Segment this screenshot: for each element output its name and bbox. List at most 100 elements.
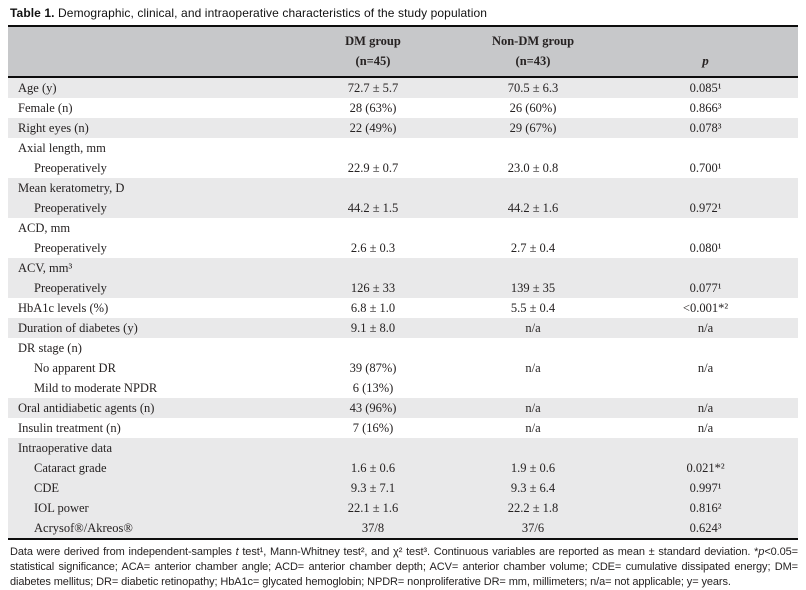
dm-value [293,178,453,198]
dm-value: 72.7 ± 5.7 [347,81,399,95]
table-row: Right eyes (n) 22 (49%) 29 (67%) 0.078³ [8,118,798,138]
table-title-text: Demographic, clinical, and intraoperativ… [54,6,488,20]
dm-value: 6 (13%) [352,381,394,395]
row-label: HbA1c levels (%) [18,301,109,315]
dm-value: 9.3 ± 7.1 [350,481,396,495]
nondm-value [453,258,613,278]
dm-value: 22 (49%) [349,121,397,135]
row-label: Female (n) [18,101,73,115]
row-label: Preoperatively [34,241,107,255]
header-dm-group: DM group [345,34,401,48]
dm-value [293,338,453,358]
table-row: Preoperatively 22.9 ± 0.7 23.0 ± 0.8 0.700¹ [8,158,798,178]
dm-value: 39 (87%) [349,361,397,375]
dm-value: 2.6 ± 0.3 [350,241,396,255]
dm-value [293,138,453,158]
nondm-value: n/a [525,421,541,435]
p-value: <0.001*² [682,301,729,315]
footnote: Data were derived from independent-sampl… [8,540,800,590]
p-value [613,438,798,458]
p-value: 0.078³ [689,121,722,135]
row-label: CDE [34,481,59,495]
row-label: Right eyes (n) [18,121,89,135]
row-label: IOL power [34,501,89,515]
row-label: No apparent DR [34,361,116,375]
row-label: Preoperatively [34,201,107,215]
p-value: 0.624³ [689,521,722,535]
characteristics-table: DM group Non-DM group (n=45) (n=43) p Ag… [8,25,798,540]
row-label: Age (y) [18,81,57,95]
p-value [613,378,798,398]
dm-value: 9.1 ± 8.0 [350,321,396,335]
nondm-value: 44.2 ± 1.6 [507,201,559,215]
dm-value: 126 ± 33 [350,281,396,295]
p-value: 0.816² [689,501,722,515]
dm-value: 1.6 ± 0.6 [350,461,396,475]
p-value: 0.085¹ [689,81,722,95]
nondm-value: n/a [525,321,541,335]
nondm-value: 37/6 [521,521,545,535]
footnote-text: Data were derived from independent-sampl… [10,546,236,558]
row-label: Intraoperative data [18,441,113,455]
table-row: Insulin treatment (n) 7 (16%) n/a n/a [8,418,798,438]
table-row: IOL power 22.1 ± 1.6 22.2 ± 1.8 0.816² [8,498,798,518]
footnote-text: test¹, Mann-Whitney test², and χ² test³.… [238,546,759,558]
table-row: Duration of diabetes (y) 9.1 ± 8.0 n/a n/a [8,318,798,338]
p-value: 0.997¹ [689,481,722,495]
table-row: Acrysof®/Akreos® 37/8 37/6 0.624³ [8,518,798,539]
row-label: Mild to moderate NPDR [34,381,158,395]
p-value [613,338,798,358]
row-label: Acrysof®/Akreos® [34,521,133,535]
dm-value [293,438,453,458]
nondm-value [453,218,613,238]
p-value: n/a [697,321,714,335]
row-label: DR stage (n) [18,341,82,355]
nondm-value: 22.2 ± 1.8 [507,501,559,515]
nondm-value: 1.9 ± 0.6 [510,461,556,475]
p-value: n/a [697,361,714,375]
table-row: Oral antidiabetic agents (n) 43 (96%) n/a n… [8,398,798,418]
nondm-value: 9.3 ± 6.4 [510,481,556,495]
row-label: Cataract grade [34,461,107,475]
row-label: Duration of diabetes (y) [18,321,138,335]
footnote-italic-term: p [758,546,765,558]
p-value [613,258,798,278]
p-value: n/a [697,421,714,435]
header-dm-n: (n=45) [355,54,391,68]
nondm-value: 23.0 ± 0.8 [507,161,559,175]
row-label: Preoperatively [34,161,107,175]
nondm-value: 2.7 ± 0.4 [510,241,556,255]
dm-value [293,258,453,278]
table-row: Mild to moderate NPDR 6 (13%) [8,378,798,398]
dm-value [293,218,453,238]
table-body: Age (y) 72.7 ± 5.7 70.5 ± 6.3 0.085¹ Female … [8,77,798,539]
nondm-value: 70.5 ± 6.3 [507,81,559,95]
table-row: Female (n) 28 (63%) 26 (60%) 0.866³ [8,98,798,118]
p-value: 0.700¹ [689,161,722,175]
table-row: Intraoperative data [8,438,798,458]
header-p-spacer [613,26,798,51]
p-value: 0.021*² [686,461,725,475]
dm-value: 7 (16%) [352,421,394,435]
footnote-italic-term: t [235,546,239,558]
header-nondm-n: (n=43) [515,54,551,68]
table-row: Age (y) 72.7 ± 5.7 70.5 ± 6.3 0.085¹ [8,77,798,98]
header-p-value: p [702,53,709,68]
table-row: Preoperatively 2.6 ± 0.3 2.7 ± 0.4 0.080¹ [8,238,798,258]
row-label: Axial length, mm [18,141,106,155]
table-title-label: Table 1. [10,6,55,20]
row-label: Preoperatively [34,281,107,295]
dm-value: 6.8 ± 1.0 [350,301,396,315]
p-value: 0.077¹ [689,281,722,295]
table-row: Axial length, mm [8,138,798,158]
dm-value: 22.1 ± 1.6 [347,501,399,515]
nondm-value [453,378,613,398]
row-label: ACV, mm³ [18,261,73,275]
nondm-value [453,338,613,358]
p-value: 0.866³ [689,101,722,115]
table-row: ACV, mm³ [8,258,798,278]
table-header: DM group Non-DM group (n=45) (n=43) p [8,26,798,77]
p-value: n/a [697,401,714,415]
header-row-1: DM group Non-DM group [8,26,798,51]
